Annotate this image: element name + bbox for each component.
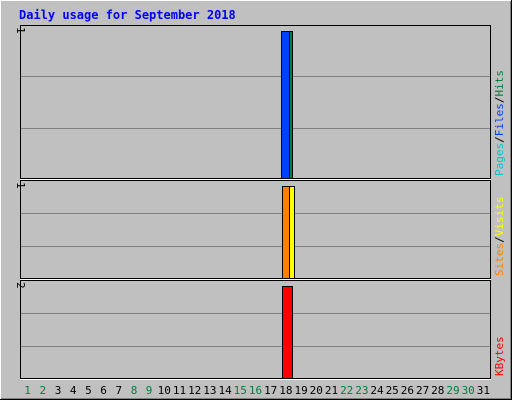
panel-kbytes-plot-area (20, 280, 491, 379)
panel-kbytes-legend: KBytes (493, 336, 506, 376)
x-tick-day-11: 11 (173, 384, 186, 397)
panel-hits-y-tick: 1 (14, 27, 27, 34)
x-tick-day-9: 9 (146, 384, 153, 397)
x-tick-day-23: 23 (355, 384, 368, 397)
x-tick-day-22: 22 (340, 384, 353, 397)
panel-visits-plot-area (20, 180, 491, 279)
x-tick-day-26: 26 (401, 384, 414, 397)
x-tick-day-19: 19 (294, 384, 307, 397)
x-tick-day-13: 13 (203, 384, 216, 397)
x-tick-day-17: 17 (264, 384, 277, 397)
panel-kbytes-y-tick: 2 (14, 282, 27, 289)
x-tick-day-25: 25 (386, 384, 399, 397)
legend-item-pages: Pages (493, 143, 506, 176)
chart-title: Daily usage for September 2018 (19, 8, 236, 22)
panel-hits-border (20, 25, 491, 179)
x-tick-day-2: 2 (39, 384, 46, 397)
x-axis-day-labels: 1 2 3 4 5 6 7 8 9 10 11 12 13 14 15 16 17 18 19 20 21 22 23 24 2… (24, 384, 490, 397)
x-tick-day-4: 4 (70, 384, 77, 397)
x-tick-day-27: 27 (416, 384, 429, 397)
x-tick-day-15: 15 (234, 384, 247, 397)
x-tick-day-16: 16 (249, 384, 262, 397)
x-tick-day-6: 6 (100, 384, 107, 397)
legend-item-sites: Sites (493, 243, 506, 276)
legend-item-kbytes: KBytes (493, 336, 506, 376)
legend-item-separator: / (493, 97, 506, 104)
x-tick-day-3: 3 (55, 384, 62, 397)
x-tick-day-31: 31 (477, 384, 490, 397)
panel-kbytes-border (20, 280, 491, 379)
panel-visits-y-tick: 1 (14, 182, 27, 189)
x-tick-day-10: 10 (158, 384, 171, 397)
x-tick-day-21: 21 (325, 384, 338, 397)
x-tick-day-5: 5 (85, 384, 92, 397)
x-tick-day-29: 29 (446, 384, 459, 397)
x-tick-day-30: 30 (462, 384, 475, 397)
panel-visits-legend: Sites/Visits (493, 197, 506, 277)
bar-sites-day-18 (282, 186, 290, 279)
legend-item-separator: / (493, 136, 506, 143)
legend-item-visits: Visits (493, 197, 506, 237)
bar-kbytes-day-18 (282, 286, 293, 379)
legend-item-separator: / (493, 236, 506, 243)
bar-files-day-18 (281, 31, 290, 179)
x-tick-day-1: 1 (24, 384, 31, 397)
legend-item-hits: Hits (493, 70, 506, 97)
panel-visits-border (20, 180, 491, 279)
x-tick-day-20: 20 (310, 384, 323, 397)
x-tick-day-12: 12 (188, 384, 201, 397)
x-tick-day-14: 14 (218, 384, 232, 397)
x-tick-day-18: 18 (279, 384, 292, 397)
x-tick-day-7: 7 (115, 384, 122, 397)
panel-hits-legend: Pages/Files/Hits (493, 70, 506, 176)
x-tick-day-28: 28 (431, 384, 444, 397)
legend-item-files: Files (493, 103, 506, 136)
panel-kbytes: 2 KBytes (14, 280, 506, 380)
panel-visits: 1 Sites/Visits (14, 180, 506, 280)
panel-hits-plot-area (20, 25, 491, 179)
x-tick-day-8: 8 (131, 384, 138, 397)
x-tick-day-24: 24 (370, 384, 384, 397)
